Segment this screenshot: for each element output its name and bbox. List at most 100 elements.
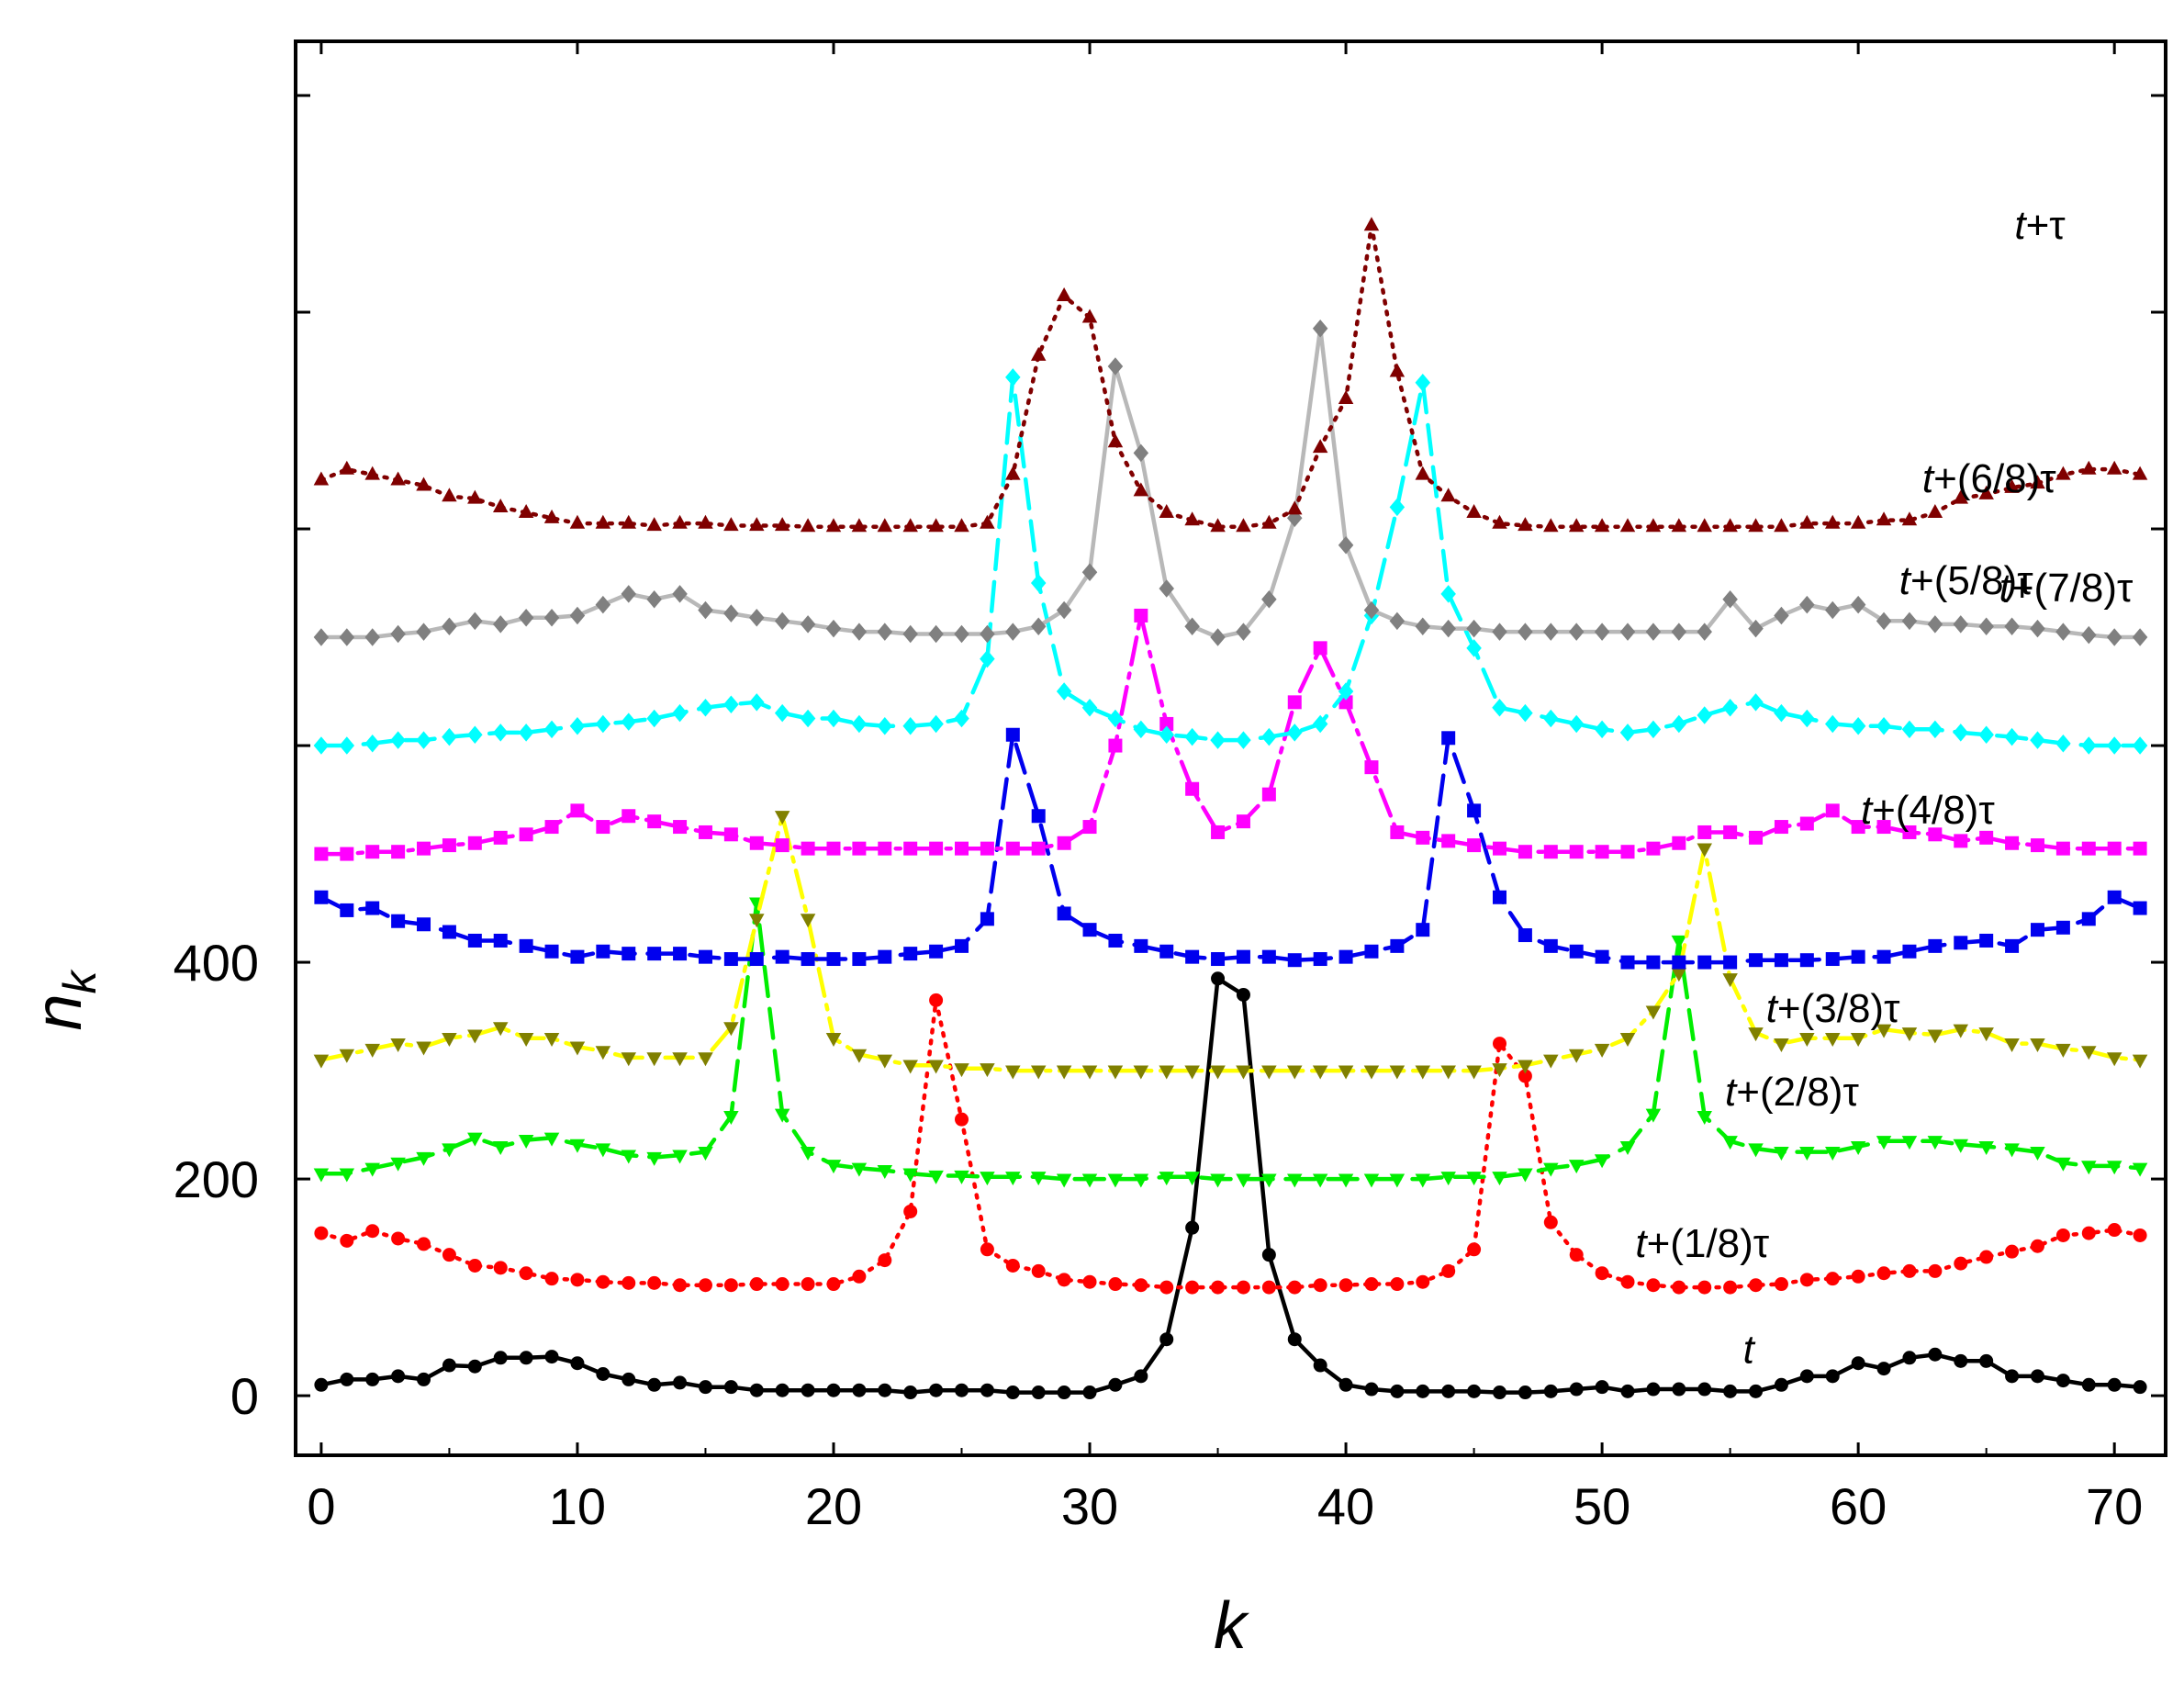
series-label-rest: +(4/8)τ xyxy=(1872,788,1995,833)
series-line xyxy=(319,976,2143,1395)
series-label-main: t xyxy=(1725,1070,1738,1115)
data-point xyxy=(2030,1146,2045,1161)
data-point xyxy=(1825,1272,1840,1286)
data-point xyxy=(1312,439,1328,454)
series-label-main: t xyxy=(2014,203,2027,248)
data-point xyxy=(1953,1139,1969,1153)
data-point xyxy=(2030,619,2045,638)
data-point xyxy=(646,1151,662,1166)
series-label-rest: +(5/8)τ xyxy=(1910,558,2033,603)
data-point xyxy=(954,518,969,533)
data-point xyxy=(1876,1136,1892,1150)
data-point xyxy=(1928,938,1943,953)
data-point xyxy=(1056,1065,1072,1080)
series-label-main: t xyxy=(1999,566,2012,611)
data-point xyxy=(467,836,482,850)
x-tick-label: 70 xyxy=(2086,1477,2143,1535)
data-point xyxy=(595,595,611,614)
data-point xyxy=(1774,820,1788,835)
data-point xyxy=(980,1383,994,1397)
data-point xyxy=(1492,890,1506,904)
data-point xyxy=(826,1383,841,1397)
data-point xyxy=(1416,1384,1430,1398)
data-point xyxy=(647,814,662,829)
data-point xyxy=(493,1351,508,1365)
data-point xyxy=(1953,615,1969,634)
x-tick-label: 50 xyxy=(1574,1477,1630,1535)
data-point xyxy=(1901,611,1918,631)
series-layer xyxy=(313,217,2148,1400)
data-point xyxy=(1389,1065,1406,1080)
data-point xyxy=(1954,834,1968,848)
data-point xyxy=(2030,731,2045,749)
series-4 xyxy=(314,727,2147,970)
data-point xyxy=(1568,623,1585,641)
data-point xyxy=(1518,845,1532,859)
data-point xyxy=(1338,1173,1354,1188)
data-point xyxy=(1672,955,1686,970)
data-point xyxy=(596,1274,610,1289)
data-point xyxy=(1133,1173,1149,1188)
data-point xyxy=(518,1134,534,1149)
data-point xyxy=(467,933,482,948)
data-point xyxy=(1569,944,1584,959)
data-point xyxy=(1287,724,1303,742)
data-point xyxy=(1134,1369,1148,1384)
data-point xyxy=(1134,938,1148,953)
data-point xyxy=(955,1383,969,1397)
data-point xyxy=(1671,968,1687,982)
series-line xyxy=(319,326,2143,640)
data-point xyxy=(1697,955,1712,970)
data-point xyxy=(1851,1356,1865,1371)
data-point xyxy=(1492,1037,1506,1051)
data-point xyxy=(1081,309,1098,323)
data-point xyxy=(825,709,842,728)
data-point xyxy=(1031,1385,1046,1400)
data-point xyxy=(1518,1060,1533,1074)
data-point xyxy=(851,1162,868,1177)
data-point xyxy=(1057,1273,1071,1287)
data-point xyxy=(1492,1172,1507,1186)
data-point xyxy=(1185,1280,1200,1295)
data-point xyxy=(1236,1280,1250,1295)
data-point xyxy=(467,489,483,504)
data-point xyxy=(1082,1274,1097,1289)
data-point xyxy=(801,841,815,856)
series-line xyxy=(319,375,2143,748)
data-point xyxy=(1723,1280,1738,1295)
data-point xyxy=(1287,1173,1303,1188)
data-point xyxy=(1312,1173,1328,1188)
data-point xyxy=(1312,319,1328,338)
data-point xyxy=(1312,714,1328,734)
data-point xyxy=(543,509,560,523)
data-point xyxy=(1030,1172,1047,1186)
data-point xyxy=(596,820,610,835)
data-point xyxy=(2055,1157,2071,1172)
data-point xyxy=(1211,1280,1226,1295)
data-point xyxy=(1441,834,1456,848)
data-point xyxy=(673,820,688,835)
data-point xyxy=(569,514,586,529)
data-point xyxy=(2132,466,2148,480)
data-point xyxy=(1901,1136,1918,1150)
data-point xyxy=(980,624,995,644)
data-point xyxy=(1953,724,1969,742)
data-point xyxy=(1287,695,1302,710)
data-point xyxy=(1184,511,1200,526)
data-point xyxy=(596,944,610,959)
data-point xyxy=(749,914,765,928)
data-point xyxy=(1416,1274,1430,1289)
data-point xyxy=(2055,734,2071,753)
data-point xyxy=(621,514,637,529)
data-point xyxy=(852,1269,867,1284)
data-point xyxy=(1543,1054,1559,1069)
data-point xyxy=(2005,836,2020,850)
data-point xyxy=(2081,625,2097,645)
data-point xyxy=(775,1277,790,1292)
data-point xyxy=(1850,514,1866,529)
data-point xyxy=(2030,1369,2044,1384)
data-point xyxy=(621,585,637,603)
data-point xyxy=(852,841,867,856)
data-point xyxy=(1824,1033,1841,1048)
data-point xyxy=(1005,466,1021,480)
